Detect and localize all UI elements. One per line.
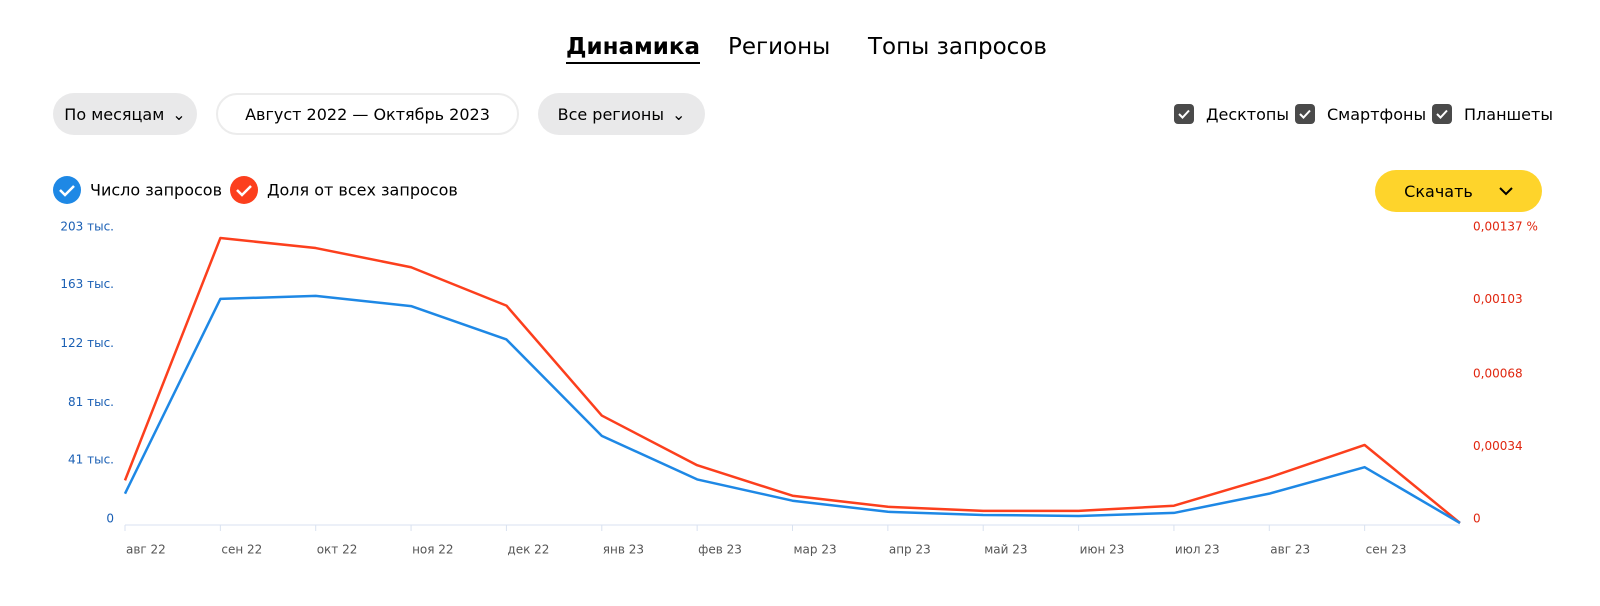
x-tick-label: ноя 22 xyxy=(412,543,454,557)
download-label: Скачать xyxy=(1404,181,1473,201)
series-line xyxy=(123,294,1461,525)
tab[interactable]: Регионы xyxy=(728,34,831,60)
date-range[interactable]: Август 2022 — Октябрь 2023 xyxy=(216,93,519,135)
legend-icon xyxy=(53,176,81,204)
x-tick-label: сен 23 xyxy=(1366,543,1407,557)
x-tick-label: апр 23 xyxy=(889,543,931,557)
chevron: ⌄ xyxy=(172,104,186,124)
device-checkbox[interactable]: Планшеты xyxy=(1432,104,1553,124)
x-tick-label: авг 22 xyxy=(126,543,166,557)
legend-label: Доля от всех запросов xyxy=(267,181,458,200)
x-tick-label: фев 23 xyxy=(698,543,742,557)
tab[interactable]: Динамика xyxy=(566,34,701,64)
y2-tick-label: 0,00034 xyxy=(1473,439,1523,453)
chevron: ⌄ xyxy=(671,104,686,124)
x-tick-label: янв 23 xyxy=(603,543,644,557)
x-tick-label: сен 22 xyxy=(221,543,262,557)
period-label: По месяцам xyxy=(64,104,165,124)
legend-check xyxy=(59,185,75,197)
x-tick-label: май 23 xyxy=(984,543,1027,557)
checkbox-icon xyxy=(1174,104,1194,124)
series-line xyxy=(123,236,1461,524)
x-tick-label: июл 23 xyxy=(1175,543,1220,557)
y-tick-label: 0 xyxy=(106,512,114,526)
x-tick-label: дек 22 xyxy=(507,543,549,557)
period-select[interactable]: По месяцам ⌄ xyxy=(53,93,197,135)
x-tick-label: мар 23 xyxy=(794,543,837,557)
y-tick-label: 203 тыс. xyxy=(60,220,114,234)
legend-label: Число запросов xyxy=(90,181,222,200)
tab[interactable]: Топы запросов xyxy=(868,34,1047,60)
y2-tick-label: 0 xyxy=(1473,512,1481,526)
region-label: Все регионы xyxy=(557,104,664,124)
legend-icon xyxy=(230,176,258,204)
device-checkbox[interactable]: Десктопы xyxy=(1174,104,1289,124)
legend-item[interactable]: Доля от всех запросов xyxy=(230,176,458,204)
device-checkbox[interactable]: Смартфоны xyxy=(1295,104,1426,124)
checkbox-label: Десктопы xyxy=(1206,104,1290,124)
legend-item[interactable]: Число запросов xyxy=(53,176,222,204)
y2-tick-label: 0,00103 xyxy=(1473,292,1523,306)
y-tick-label: 41 тыс. xyxy=(68,453,114,467)
x-tick-label: июн 23 xyxy=(1080,543,1125,557)
x-tick-label: окт 22 xyxy=(317,543,358,557)
legend-check xyxy=(236,185,252,197)
y-tick-label: 163 тыс. xyxy=(60,277,114,291)
chart: 0 41 тыс. 81 тыс. 122 тыс. 163 тыс. 203 тыс. 0… xyxy=(53,176,1538,557)
region-select[interactable]: Все регионы ⌄ xyxy=(538,93,705,135)
y-tick-label: 122 тыс. xyxy=(60,336,114,350)
checkbox-label: Смартфоны xyxy=(1327,104,1427,124)
checkbox-label: Планшеты xyxy=(1464,104,1553,124)
date-range-label: Август 2022 — Октябрь 2023 xyxy=(245,104,490,124)
y-tick-label: 81 тыс. xyxy=(68,395,114,409)
y2-tick-label: 0,00137 % xyxy=(1473,220,1538,234)
checkbox-icon xyxy=(1295,104,1315,124)
y2-tick-label: 0,00068 xyxy=(1473,367,1523,381)
checkbox-icon xyxy=(1432,104,1452,124)
x-tick-label: авг 23 xyxy=(1270,543,1310,557)
download-button[interactable]: Скачать xyxy=(1375,170,1542,212)
